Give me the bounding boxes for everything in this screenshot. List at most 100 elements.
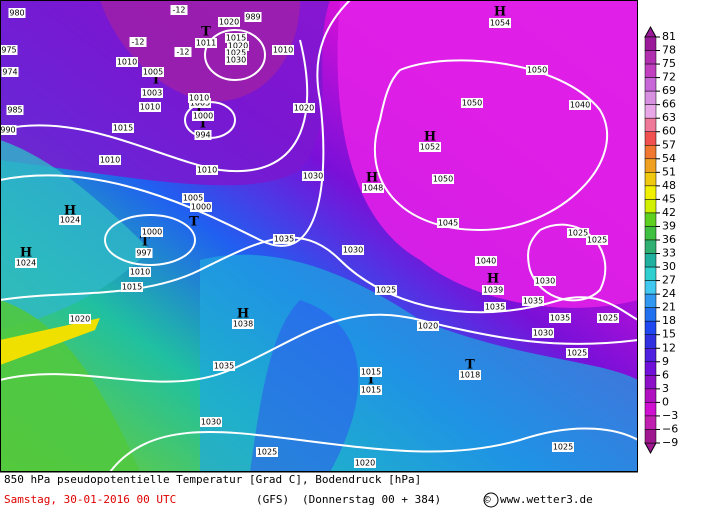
isobar-label-box [342, 245, 364, 255]
footer-title: 850 hPa pseudopotentielle Temperatur [Gr… [4, 473, 421, 486]
isobar-label-box [188, 93, 210, 103]
isobar-label-box [192, 111, 214, 121]
isobar-label-box [244, 12, 262, 22]
colorbar-swatch [644, 415, 657, 430]
colorbar-swatch [644, 429, 657, 444]
isobar-label-box [586, 235, 608, 245]
isobar-label: 994 [195, 131, 210, 140]
colorbar-swatch [644, 158, 657, 173]
isobar-label-box [174, 47, 192, 57]
isobar-label: 1030 [343, 246, 363, 255]
colorbar-label: 33 [662, 247, 676, 260]
isobar-label: 1018 [460, 371, 480, 380]
isobar-label: -12 [172, 6, 185, 15]
colorbar: 8178757269666360575451484542393633302724… [644, 25, 678, 455]
colorbar-label: 63 [662, 111, 676, 124]
colorbar-label: 66 [662, 98, 676, 111]
isobar-label-box [566, 348, 588, 358]
colorbar-swatch [644, 226, 657, 241]
isobar-label: 1015 [361, 386, 381, 395]
isobar-label-box [417, 321, 439, 331]
pressure-center: H [494, 5, 506, 20]
isobar-label-box [227, 41, 249, 51]
colorbar-label: −3 [662, 409, 678, 422]
colorbar-swatch [644, 266, 657, 281]
footer-date: Samstag, 30-01-2016 00 UTC [4, 493, 176, 506]
isobar-label-box [200, 417, 222, 427]
isobar-label-box [225, 48, 247, 58]
colorbar-swatch [644, 199, 657, 214]
pressure-center: T [198, 117, 208, 132]
colorbar-label: 39 [662, 219, 676, 232]
colorbar-label: 75 [662, 57, 676, 70]
isobar-label-box [69, 314, 91, 324]
pressure-center: T [151, 73, 161, 88]
isobar-label-box [419, 142, 441, 152]
isobar-label: 989 [245, 13, 260, 22]
isobar-label-box [232, 319, 254, 329]
isobar-label: 1038 [233, 320, 253, 329]
isobar-label-box [8, 8, 26, 18]
isobar-label: 1035 [550, 314, 570, 323]
colorbar-label: 78 [662, 44, 676, 57]
colorbar-swatch [644, 280, 657, 295]
isobar-label-box [142, 67, 164, 77]
isobar-label-box [432, 174, 454, 184]
isobar-label-box [475, 256, 497, 266]
isobar-label-box [461, 98, 483, 108]
pressure-center: T [189, 215, 199, 230]
colorbar-swatch [644, 145, 657, 160]
isobar-label: 1025 [376, 286, 396, 295]
isobar-label: 1000 [191, 203, 211, 212]
isobar-label: 1020 [70, 315, 90, 324]
isobar-label: 1039 [483, 286, 503, 295]
colorbar-swatch [644, 50, 657, 65]
isobar-label-box [121, 282, 143, 292]
colorbar-swatch [644, 253, 657, 268]
colorbar-label: 18 [662, 314, 676, 327]
isobar-label: 1025 [567, 349, 587, 358]
colorbar-label: 51 [662, 165, 676, 178]
isobar-label: 1015 [113, 124, 133, 133]
isobar-label-box [170, 5, 188, 15]
isobar-label: 1030 [533, 329, 553, 338]
isobar-label: 1025 [553, 443, 573, 452]
pressure-center: H [237, 307, 249, 322]
isobar-label: 1000 [193, 112, 213, 121]
colorbar-label: 36 [662, 233, 676, 246]
isobar-label-box [272, 45, 294, 55]
isobar-label-box [225, 55, 247, 65]
colorbar-swatch [644, 320, 657, 335]
blue-area [250, 300, 359, 472]
footer-model: (GFS) [256, 493, 289, 506]
colorbar-label: 72 [662, 71, 676, 84]
colorbar-label: 3 [662, 382, 669, 395]
isobar-label-box [195, 38, 217, 48]
colorbar-label: 42 [662, 206, 676, 219]
isobar-label-box [218, 17, 240, 27]
isobar-label: 1015 [122, 283, 142, 292]
colorbar-label: 15 [662, 328, 676, 341]
colorbar-swatch [644, 402, 657, 417]
isobar-label: 1005 [143, 68, 163, 77]
isobar-label: -12 [176, 48, 189, 57]
isobar-label-box [489, 18, 511, 28]
isobar-label-box [225, 33, 247, 43]
isobar-label-box [141, 88, 163, 98]
pressure-center: T [366, 373, 376, 388]
colorbar-label: 9 [662, 355, 669, 368]
isobar-label-box [182, 193, 204, 203]
footer-forecast: (Donnerstag 00 + 384) [302, 493, 441, 506]
isobar-label-box [139, 102, 161, 112]
isobar-label-box [129, 267, 151, 277]
isobar-label: 1040 [570, 101, 590, 110]
isobar-label-box [6, 105, 24, 115]
colorbar-swatch [644, 334, 657, 349]
colorbar-label: 0 [662, 395, 669, 408]
isobar-label-box [567, 228, 589, 238]
colorbar-label: 12 [662, 341, 676, 354]
colorbar-label: 6 [662, 368, 669, 381]
isobar-label: 974 [2, 68, 17, 77]
